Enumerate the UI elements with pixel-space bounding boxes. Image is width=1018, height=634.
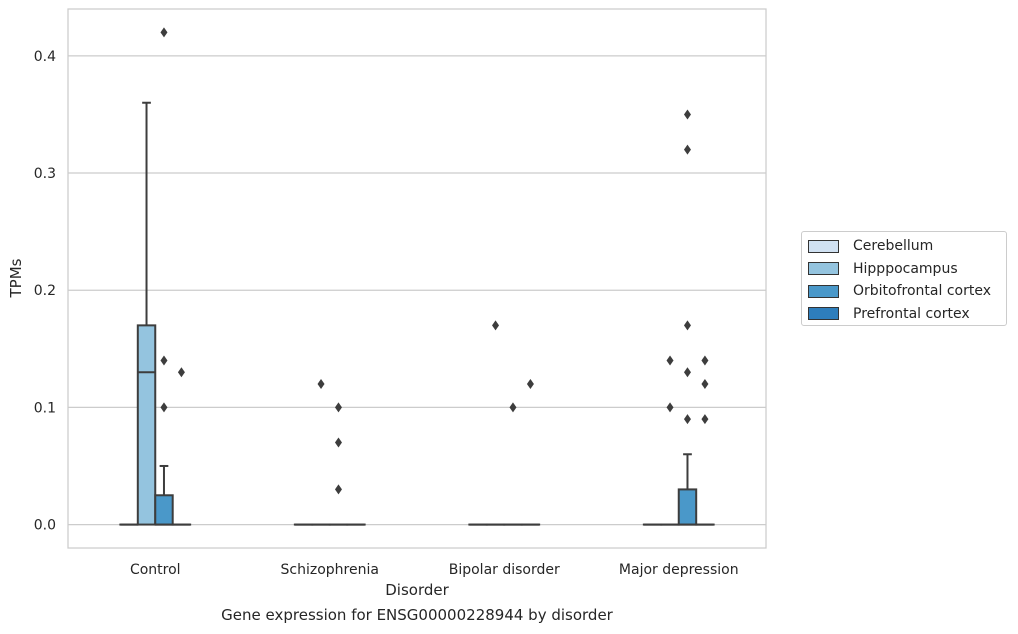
outlier-point (526, 378, 534, 389)
box-series (119, 101, 715, 526)
outlier-point (666, 402, 674, 413)
y-tick-labels: 0.0 0.1 0.2 0.3 0.4 (34, 49, 56, 534)
y-tick-label: 0.3 (34, 166, 56, 182)
outlier-point (334, 484, 342, 495)
outlier-point (509, 402, 517, 413)
x-tick-labels: Control Schizophrenia Bipolar disorder Majo… (130, 562, 739, 578)
plot-area (67, 8, 767, 549)
outlier-point (492, 320, 500, 331)
box-hipppocampus (136, 101, 157, 526)
outlier-point (683, 414, 691, 425)
outlier-point (317, 378, 325, 389)
legend-item-prefrontal-cortex: Prefrontal cortex (808, 303, 1006, 326)
outlier-point (177, 367, 185, 378)
y-tick-label: 0.2 (34, 283, 56, 299)
x-tick-label: Control (130, 562, 181, 578)
legend-item-orbitofrontal-cortex: Orbitofrontal cortex (808, 280, 1006, 303)
box-orbitofrontal-cortex (154, 464, 174, 526)
y-tick-label: 0.1 (34, 400, 56, 416)
legend-label-hippocampus: Hipppocampus (853, 260, 958, 277)
outlier-point (683, 320, 691, 331)
outlier-point (701, 378, 709, 389)
outlier-point (701, 414, 709, 425)
box-body (154, 494, 174, 526)
legend-item-hippocampus: Hipppocampus (808, 258, 1006, 281)
y-tick-label: 0.0 (34, 518, 56, 534)
legend-item-cerebellum: Cerebellum (808, 235, 1006, 258)
box-orbitofrontal-cortex (677, 453, 698, 526)
legend-label-cerebellum: Cerebellum (853, 238, 934, 255)
legend-swatch-hippocampus (808, 262, 839, 276)
box-body (136, 324, 157, 526)
legend-label-prefrontal-cortex: Prefrontal cortex (853, 305, 970, 322)
outlier-point (334, 402, 342, 413)
outlier-point (666, 355, 674, 366)
y-axis-label: TPMs (7, 258, 25, 298)
legend-swatch-cerebellum (808, 239, 839, 253)
legend-label-orbitofrontal-cortex: Orbitofrontal cortex (853, 283, 991, 300)
gridlines (68, 55, 766, 526)
outlier-point (160, 402, 168, 413)
legend-swatch-prefrontal-cortex (808, 307, 839, 321)
outlier-point (160, 355, 168, 366)
outlier-point (334, 437, 342, 448)
legend-swatch-orbitofrontal-cortex (808, 284, 839, 298)
outlier-point (683, 109, 691, 120)
outlier-point (683, 367, 691, 378)
outlier-point (683, 144, 691, 155)
x-tick-label: Major depression (619, 562, 739, 578)
figure-caption: Gene expression for ENSG00000228944 by d… (221, 606, 613, 624)
y-tick-label: 0.4 (34, 49, 56, 65)
legend: Cerebellum Hipppocampus Orbitofrontal co… (801, 231, 1007, 326)
outlier-point (160, 27, 168, 38)
x-tick-label: Schizophrenia (281, 562, 379, 578)
x-tick-label: Bipolar disorder (449, 562, 560, 578)
outlier-point (701, 355, 709, 366)
outlier-points (160, 27, 709, 495)
box-body (677, 488, 698, 526)
x-axis-label: Disorder (385, 581, 449, 599)
